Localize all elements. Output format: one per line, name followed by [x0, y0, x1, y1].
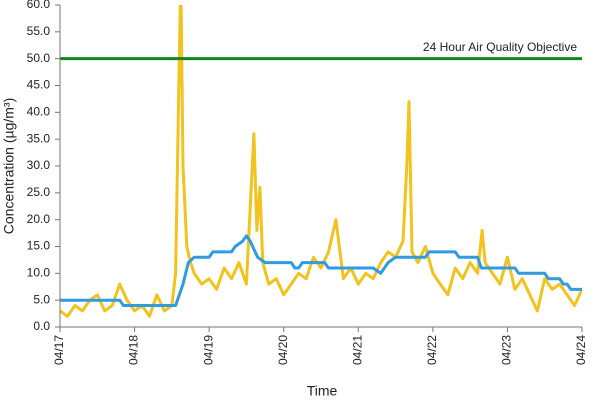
plot-area — [60, 5, 582, 318]
y-tick-label: 30.0 — [27, 158, 51, 172]
x-tick-label: 04/23 — [500, 335, 514, 365]
y-tick-label: 5.0 — [33, 292, 50, 306]
x-tick-label: 04/18 — [127, 335, 141, 365]
x-tick-label: 04/20 — [276, 335, 290, 365]
x-tick-label: 04/17 — [52, 335, 66, 365]
y-tick-label: 40.0 — [27, 105, 51, 119]
y-axis-label: Concentration (µg/m³) — [1, 98, 17, 234]
x-tick-label: 04/22 — [425, 335, 439, 365]
y-tick-label: 60.0 — [27, 0, 51, 11]
y-tick-label: 25.0 — [27, 185, 51, 199]
y-tick-label: 55.0 — [27, 24, 51, 38]
x-tick-label: 04/21 — [350, 335, 364, 365]
y-tick-label: 0.0 — [33, 319, 50, 333]
y-tick-label: 45.0 — [27, 78, 51, 92]
x-tick-label: 04/24 — [574, 335, 588, 365]
x-axis-label: Time — [307, 383, 338, 399]
series-line — [60, 234, 582, 307]
y-tick-label: 15.0 — [27, 239, 51, 253]
series-line — [60, 5, 582, 318]
y-tick-label: 35.0 — [27, 131, 51, 145]
y-tick-label: 50.0 — [27, 51, 51, 65]
y-tick-label: 20.0 — [27, 212, 51, 226]
y-tick-label: 10.0 — [27, 266, 51, 280]
objective-label: 24 Hour Air Quality Objective — [423, 40, 577, 54]
x-tick-label: 04/19 — [201, 335, 215, 365]
